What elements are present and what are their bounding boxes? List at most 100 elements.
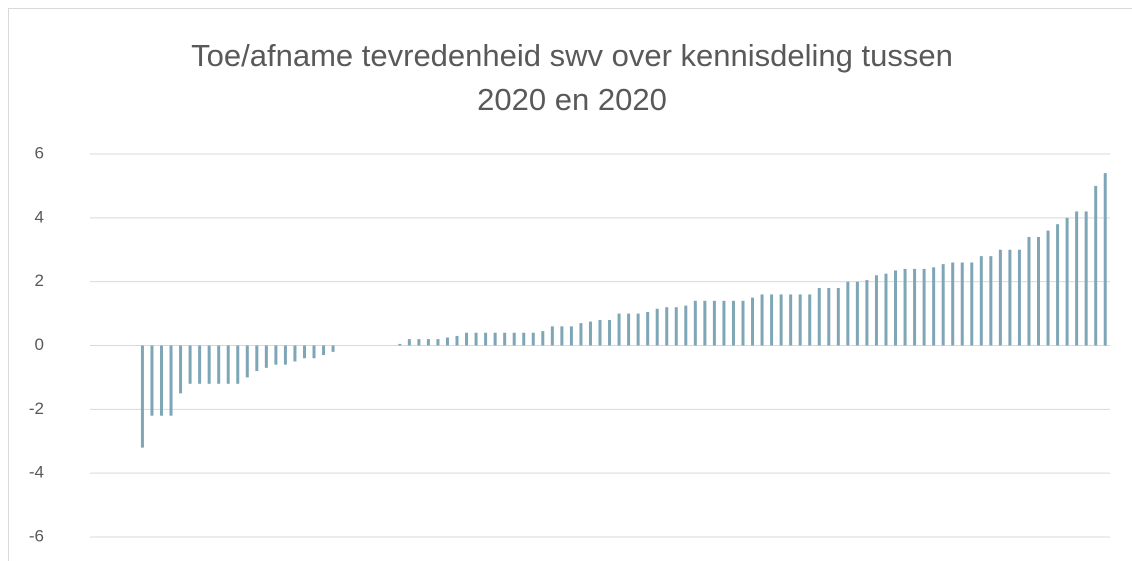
- bar: [264, 345, 268, 368]
- bar: [445, 337, 449, 346]
- bar: [865, 280, 869, 346]
- bar: [283, 345, 287, 365]
- bar: [722, 300, 726, 346]
- bar: [465, 332, 469, 346]
- y-tick-label: -2: [29, 399, 44, 418]
- bar: [827, 288, 831, 346]
- bar: [989, 256, 993, 346]
- chart-title: 2020 en 2020: [477, 82, 667, 117]
- bar: [541, 331, 545, 346]
- bar: [1008, 249, 1012, 346]
- bar: [159, 345, 163, 416]
- bar: [579, 323, 583, 346]
- bar: [1046, 230, 1050, 346]
- bar: [779, 294, 783, 346]
- bar: [684, 305, 688, 346]
- bar: [646, 311, 650, 346]
- bar: [770, 294, 774, 346]
- bar: [598, 319, 602, 346]
- bar: [588, 321, 592, 346]
- bar: [1103, 173, 1107, 346]
- bar: [207, 345, 211, 384]
- bar: [903, 268, 907, 346]
- bar: [1027, 236, 1031, 346]
- bar: [1075, 211, 1079, 346]
- y-tick-label: 6: [35, 143, 44, 162]
- bar: [198, 345, 202, 384]
- bar: [398, 343, 402, 346]
- bar: [1065, 217, 1069, 346]
- bar: [751, 297, 755, 346]
- bar: [188, 345, 192, 384]
- bar: [636, 313, 640, 346]
- bar: [731, 300, 735, 346]
- y-tick-label: -4: [29, 463, 44, 482]
- bar: [522, 332, 526, 346]
- bar: [922, 268, 926, 346]
- bar: [798, 294, 802, 346]
- y-tick-label: 4: [35, 207, 44, 226]
- bar: [322, 345, 326, 356]
- bar: [179, 345, 183, 394]
- bar: [703, 300, 707, 346]
- bar: [951, 262, 955, 346]
- bar: [960, 262, 964, 346]
- bar: [255, 345, 259, 372]
- bar: [474, 332, 478, 346]
- bar: [941, 264, 945, 346]
- bar: [1084, 211, 1088, 346]
- bar: [836, 288, 840, 346]
- bar: [1037, 236, 1041, 346]
- bar: [760, 294, 764, 346]
- bar: [484, 332, 488, 346]
- bar: [274, 345, 278, 365]
- bar: [169, 345, 173, 416]
- bar: [140, 345, 144, 448]
- chart-title: Toe/afname tevredenheid swv over kennisd…: [191, 38, 953, 73]
- bar: [217, 345, 221, 384]
- bar: [817, 288, 821, 346]
- y-tick-label: -6: [29, 526, 44, 545]
- bar: [236, 345, 240, 384]
- bar: [741, 300, 745, 346]
- bar: [665, 307, 669, 346]
- bar: [1094, 185, 1098, 346]
- bar: [655, 308, 659, 346]
- bar: [913, 268, 917, 346]
- bar: [245, 345, 249, 378]
- bar: [531, 332, 535, 346]
- bar: [894, 270, 898, 346]
- bar: [226, 345, 230, 384]
- bar: [789, 294, 793, 346]
- bar: [874, 275, 878, 346]
- y-tick-label: 2: [35, 271, 44, 290]
- bar: [569, 326, 573, 346]
- bar: [855, 281, 859, 346]
- bar: [302, 345, 306, 359]
- bar: [512, 332, 516, 346]
- bar: [712, 300, 716, 346]
- bar: [979, 256, 983, 346]
- bar: [503, 332, 507, 346]
- bar: [617, 313, 621, 346]
- y-tick-label: 0: [35, 335, 44, 354]
- bar: [455, 335, 459, 346]
- bar: [426, 339, 430, 346]
- bar: [693, 300, 697, 346]
- bar: [550, 326, 554, 346]
- bar: [407, 339, 411, 346]
- bar: [627, 313, 631, 346]
- bar: [998, 249, 1002, 346]
- bar: [808, 294, 812, 346]
- bar: [884, 273, 888, 346]
- bar: [331, 345, 335, 352]
- bar: [150, 345, 154, 416]
- bar: [932, 267, 936, 346]
- bar: [970, 262, 974, 346]
- bar: [1017, 249, 1021, 346]
- bar: [493, 332, 497, 346]
- bar: [608, 319, 612, 346]
- bar: [560, 326, 564, 346]
- bar: [1056, 224, 1060, 346]
